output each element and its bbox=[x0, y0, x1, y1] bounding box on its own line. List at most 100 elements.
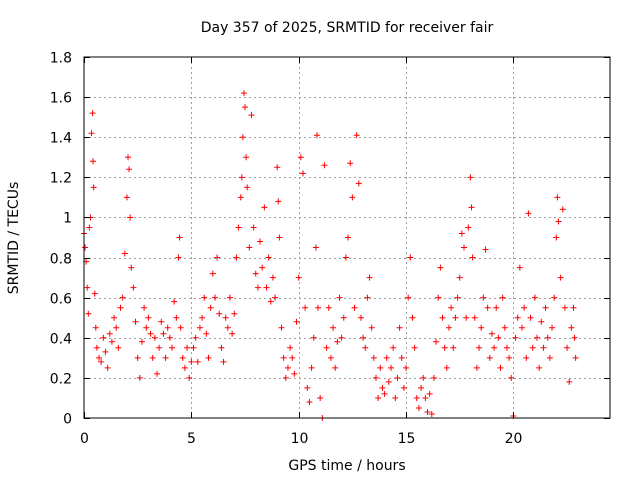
data-point bbox=[385, 378, 392, 385]
data-point bbox=[176, 234, 183, 241]
data-point bbox=[542, 304, 549, 311]
data-point bbox=[422, 394, 429, 401]
data-point bbox=[473, 364, 480, 371]
data-point bbox=[181, 364, 188, 371]
data-point bbox=[226, 294, 233, 301]
data-point bbox=[125, 154, 132, 161]
data-point bbox=[428, 410, 435, 417]
data-point bbox=[420, 374, 427, 381]
data-point bbox=[501, 324, 508, 331]
data-point bbox=[278, 324, 285, 331]
data-point bbox=[160, 330, 167, 337]
data-point bbox=[315, 304, 322, 311]
data-point bbox=[85, 310, 92, 317]
data-point bbox=[512, 334, 519, 341]
data-point bbox=[396, 324, 403, 331]
data-point bbox=[388, 364, 395, 371]
data-point bbox=[93, 344, 100, 351]
data-point bbox=[141, 304, 148, 311]
data-point bbox=[196, 324, 203, 331]
data-point bbox=[173, 314, 180, 321]
data-point bbox=[458, 230, 465, 237]
y-tick-label: 0.4 bbox=[50, 332, 72, 348]
data-point bbox=[372, 374, 379, 381]
data-point bbox=[572, 354, 579, 361]
data-point bbox=[237, 194, 244, 201]
data-point bbox=[465, 224, 472, 231]
data-point bbox=[299, 170, 306, 177]
data-point bbox=[312, 244, 319, 251]
chart-title: Day 357 of 2025, SRMTID for receiver fai… bbox=[201, 20, 494, 36]
data-point bbox=[313, 132, 320, 139]
data-point bbox=[108, 338, 115, 345]
data-point bbox=[347, 160, 354, 167]
data-point bbox=[100, 334, 107, 341]
tick-labels: 0 0.2 0.4 0.6 0.8 1 1.2 1.4 1.6 1.8 0 5 10 15 20 bbox=[50, 51, 523, 448]
data-point bbox=[360, 334, 367, 341]
data-point bbox=[257, 238, 264, 245]
data-point bbox=[418, 384, 425, 391]
data-point bbox=[488, 330, 495, 337]
data-point bbox=[493, 304, 500, 311]
data-point bbox=[390, 344, 397, 351]
data-point bbox=[149, 354, 156, 361]
data-point bbox=[96, 354, 103, 361]
data-point bbox=[104, 364, 111, 371]
data-point bbox=[561, 304, 568, 311]
data-point bbox=[248, 112, 255, 119]
data-point bbox=[403, 364, 410, 371]
data-point bbox=[330, 324, 337, 331]
data-point bbox=[177, 324, 184, 331]
data-point bbox=[91, 290, 98, 297]
data-point bbox=[441, 344, 448, 351]
data-point bbox=[508, 374, 515, 381]
data-point bbox=[345, 234, 352, 241]
data-point bbox=[338, 334, 345, 341]
data-point bbox=[274, 164, 281, 171]
data-point bbox=[531, 294, 538, 301]
x-tick-label: 15 bbox=[398, 431, 416, 447]
x-tick-label: 5 bbox=[187, 431, 196, 447]
data-point bbox=[209, 270, 216, 277]
data-point bbox=[147, 330, 154, 337]
data-point bbox=[293, 318, 300, 325]
data-point bbox=[220, 358, 227, 365]
data-point bbox=[554, 194, 561, 201]
data-point bbox=[201, 294, 208, 301]
data-point bbox=[461, 244, 468, 251]
data-point bbox=[381, 390, 388, 397]
data-point bbox=[119, 294, 126, 301]
data-point bbox=[463, 314, 470, 321]
data-point bbox=[115, 344, 122, 351]
data-point bbox=[534, 334, 541, 341]
data-point bbox=[559, 206, 566, 213]
data-point bbox=[171, 298, 178, 305]
data-point bbox=[261, 204, 268, 211]
data-point bbox=[468, 204, 475, 211]
data-point bbox=[456, 274, 463, 281]
data-point bbox=[98, 358, 105, 365]
data-point bbox=[310, 334, 317, 341]
data-point bbox=[366, 274, 373, 281]
data-point bbox=[568, 324, 575, 331]
data-point bbox=[407, 254, 414, 261]
data-point bbox=[88, 130, 95, 137]
data-point bbox=[254, 284, 261, 291]
data-point bbox=[269, 274, 276, 281]
data-point bbox=[302, 304, 309, 311]
data-point bbox=[130, 284, 137, 291]
data-point bbox=[134, 354, 141, 361]
data-point bbox=[454, 294, 461, 301]
data-point bbox=[529, 344, 536, 351]
data-point bbox=[179, 354, 186, 361]
data-point bbox=[392, 394, 399, 401]
data-point bbox=[265, 254, 272, 261]
data-points bbox=[81, 90, 579, 421]
data-point bbox=[250, 224, 257, 231]
y-tick-label: 0 bbox=[63, 412, 72, 428]
data-point bbox=[383, 354, 390, 361]
data-point bbox=[282, 374, 289, 381]
data-point bbox=[566, 378, 573, 385]
y-tick-label: 1.4 bbox=[50, 131, 72, 147]
data-point bbox=[557, 274, 564, 281]
